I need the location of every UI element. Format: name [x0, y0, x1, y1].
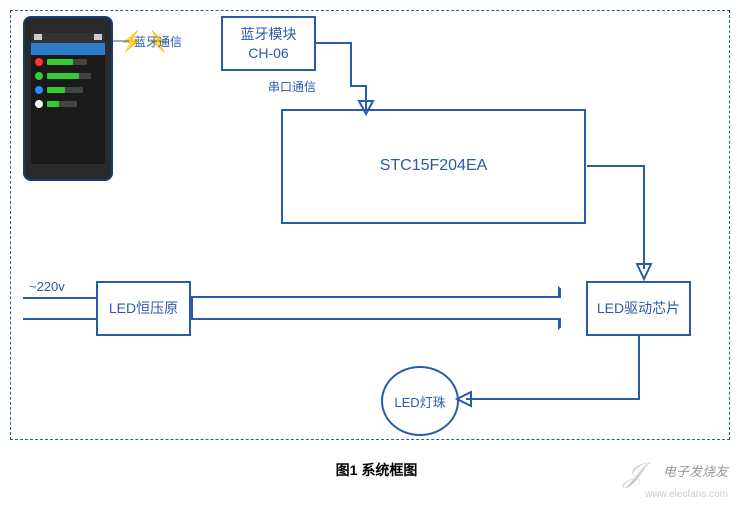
smartphone-mockup	[23, 16, 113, 181]
led-driver-label: LED驱动芯片	[597, 299, 680, 317]
phone-slider-row	[31, 55, 105, 69]
serial-comm-label: 串口通信	[268, 78, 316, 95]
battery-icon	[94, 34, 102, 40]
phone-app-header	[31, 43, 105, 55]
diagram-frame: ⚡ ⚡ 蓝牙通信 蓝牙模块 CH-06 串口通信 STC15F204EA ~22…	[10, 10, 730, 440]
slider-dot	[35, 100, 43, 108]
mcu-label: STC15F204EA	[380, 156, 488, 177]
slider-dot	[35, 72, 43, 80]
slider-bar	[47, 101, 77, 107]
phone-status-bar	[31, 33, 105, 43]
watermark-url: www.elecfans.com	[645, 489, 728, 500]
led-power-label: LED恒压原	[109, 299, 178, 317]
led-bead-circle: LED灯珠	[381, 366, 459, 436]
phone-screen	[31, 33, 105, 164]
slider-fill	[47, 59, 73, 65]
phone-slider-row	[31, 69, 105, 83]
slider-dot	[35, 86, 43, 94]
led-bead-label: LED灯珠	[394, 392, 445, 411]
power-arrow	[191, 296, 561, 320]
connectors	[11, 11, 731, 441]
watermark-wave-icon: 𝒥	[624, 457, 643, 490]
slider-bar	[47, 59, 87, 65]
slider-fill	[47, 87, 65, 93]
slider-fill	[47, 73, 79, 79]
led-driver-block: LED驱动芯片	[586, 281, 691, 336]
bluetooth-comm-label: 蓝牙通信	[134, 33, 182, 50]
slider-bar	[47, 73, 91, 79]
phone-slider-row	[31, 97, 105, 111]
watermark-brand: 电子发烧友	[663, 461, 728, 480]
led-power-block: LED恒压原	[96, 281, 191, 336]
signal-icon	[34, 34, 42, 40]
power-arrow-head	[561, 288, 586, 328]
phone-slider-row	[31, 83, 105, 97]
bluetooth-label-2: CH-06	[241, 44, 297, 62]
mcu-block: STC15F204EA	[281, 109, 586, 224]
slider-dot	[35, 58, 43, 66]
voltage-label: ~220v	[29, 279, 65, 294]
bluetooth-module-block: 蓝牙模块 CH-06	[221, 16, 316, 71]
bluetooth-label-1: 蓝牙模块	[241, 25, 297, 43]
slider-bar	[47, 87, 83, 93]
slider-fill	[47, 101, 59, 107]
